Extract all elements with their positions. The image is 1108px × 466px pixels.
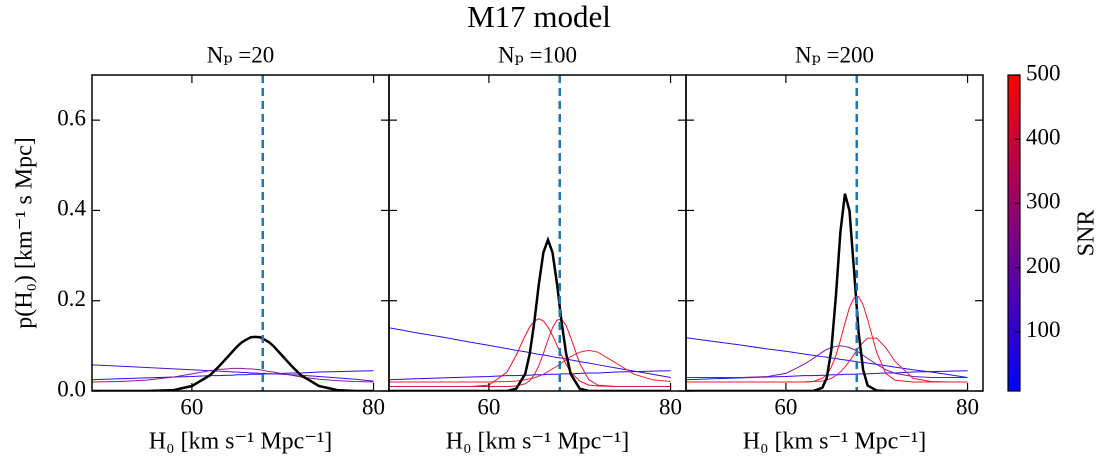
x-axis-label: H₀ [km s⁻¹ Mpc⁻¹]	[446, 429, 629, 455]
posterior-line	[686, 345, 968, 378]
x-tick-label: 80	[956, 394, 979, 419]
x-tick-label: 80	[659, 394, 682, 419]
x-tick-label: 80	[362, 394, 385, 419]
colorbar-label: SNR	[1074, 210, 1100, 257]
colorbar-tick-label: 500	[1026, 60, 1061, 85]
posterior-line	[389, 370, 671, 381]
axes-frame	[388, 74, 687, 392]
panel-title: Nₚ =20	[207, 42, 275, 67]
y-axis-label: p(H₀) [km⁻¹ s Mpc]	[12, 137, 38, 329]
panel-title: Nₚ =200	[795, 42, 874, 67]
plot-area	[686, 75, 968, 391]
plot-area	[389, 75, 671, 391]
colorbar-tick-label: 300	[1026, 189, 1061, 214]
posterior-line	[686, 296, 968, 383]
posterior-line	[92, 370, 374, 381]
x-axis-label: H₀ [km s⁻¹ Mpc⁻¹]	[149, 429, 332, 455]
figure-title: M17 model	[467, 0, 611, 34]
panel-title: Nₚ =100	[498, 42, 577, 67]
posterior-line	[389, 349, 671, 383]
axes-frame	[685, 74, 984, 392]
y-tick-label: 0.4	[57, 196, 86, 221]
y-tick-label: 0.0	[57, 376, 86, 401]
colorbar-tick-label: 200	[1026, 253, 1061, 278]
x-tick-label: 60	[180, 394, 203, 419]
colorbar-tick-label: 100	[1026, 317, 1061, 342]
x-tick-label: 60	[477, 394, 500, 419]
posterior-line	[92, 367, 374, 383]
y-tick-label: 0.2	[57, 286, 86, 311]
posterior-line	[686, 337, 968, 378]
posterior-line	[389, 327, 671, 378]
colorbar-tick-label: 400	[1026, 125, 1061, 150]
posterior-line	[389, 236, 671, 391]
colorbar	[1007, 74, 1021, 392]
y-tick-label: 0.6	[57, 105, 86, 130]
posterior-line	[686, 193, 968, 391]
x-tick-label: 60	[774, 394, 797, 419]
plot-area	[92, 75, 374, 391]
x-axis-label: H₀ [km s⁻¹ Mpc⁻¹]	[743, 429, 926, 455]
posterior-line	[92, 335, 374, 391]
